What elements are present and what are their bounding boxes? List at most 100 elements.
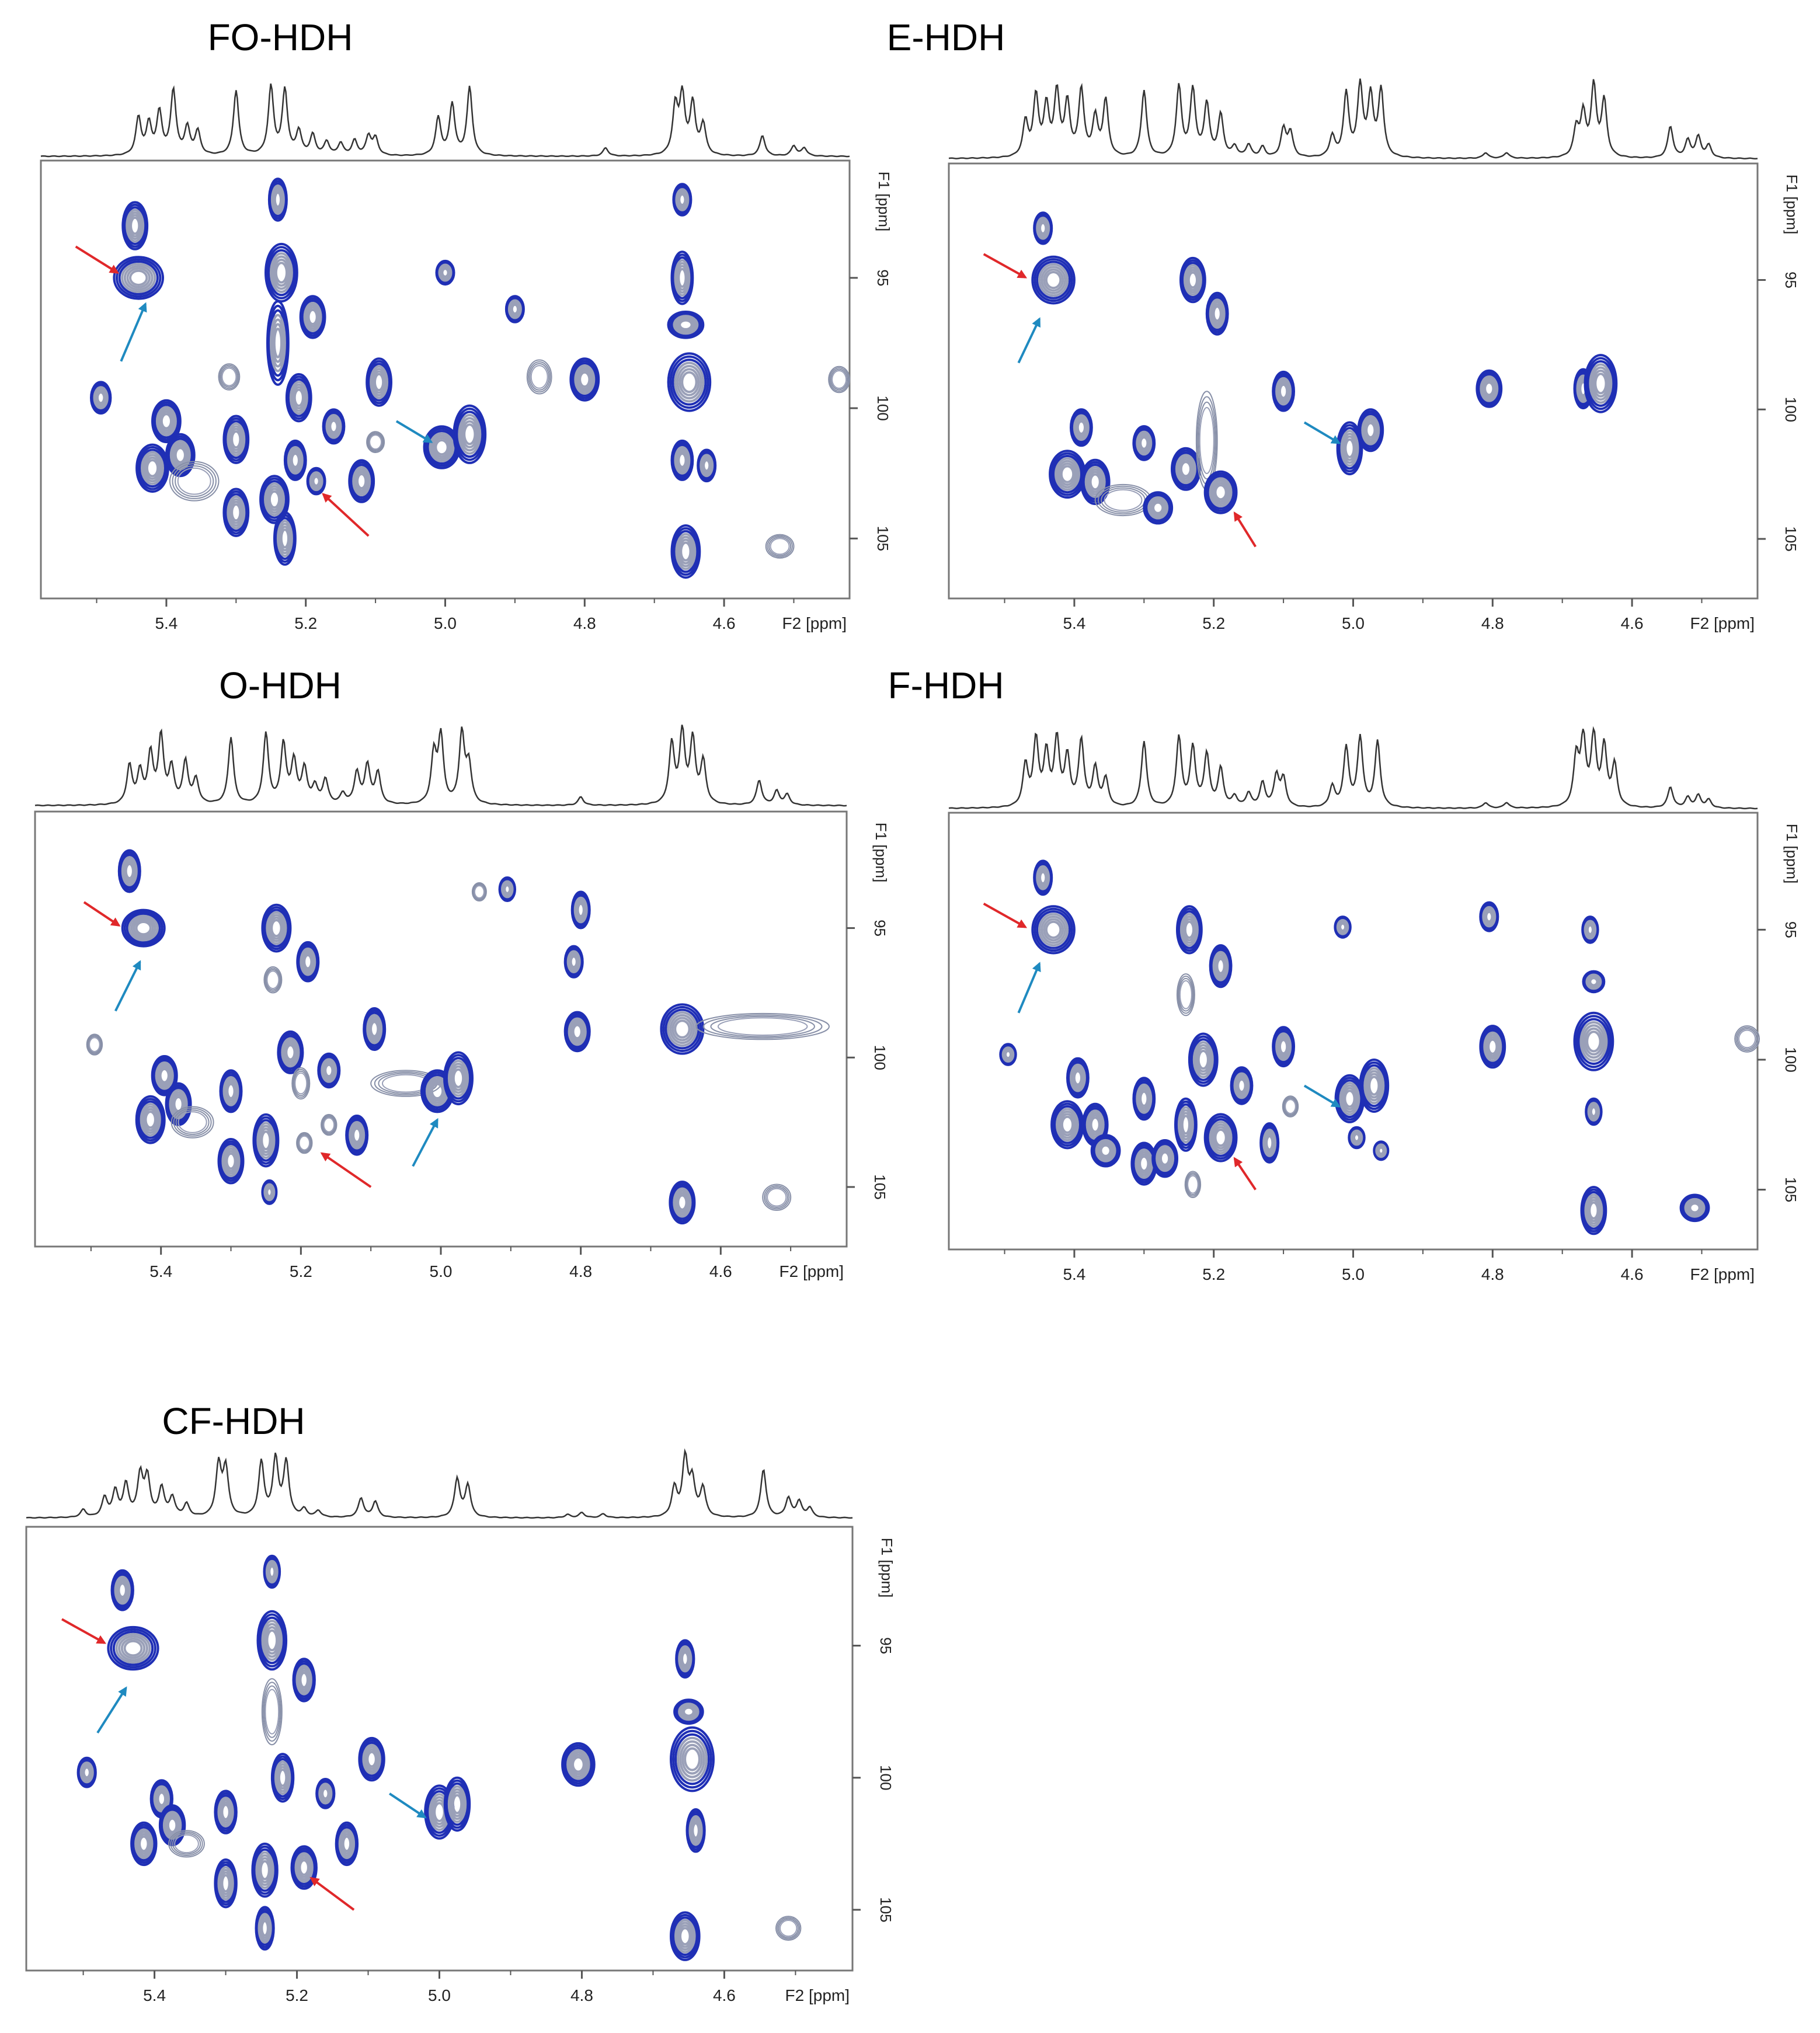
cross-peak bbox=[110, 1569, 134, 1611]
cross-peak bbox=[251, 1842, 279, 1898]
cross-peak bbox=[762, 1183, 792, 1211]
cross-peak bbox=[471, 882, 487, 901]
cross-peak bbox=[697, 448, 717, 483]
red-arrow bbox=[61, 1618, 106, 1644]
red-arrow bbox=[983, 903, 1028, 928]
cross-peak bbox=[1259, 1122, 1280, 1164]
cross-peak bbox=[267, 177, 288, 222]
cross-peak bbox=[265, 242, 298, 303]
cross-peak bbox=[168, 1830, 205, 1858]
cross-peak bbox=[670, 524, 701, 579]
cross-peak bbox=[263, 966, 283, 994]
cross-peak bbox=[1033, 859, 1053, 896]
cross-peak bbox=[263, 1554, 281, 1589]
x-tick-label: 5.2 bbox=[294, 614, 317, 632]
cross-peak bbox=[261, 1179, 278, 1205]
cross-peak bbox=[306, 467, 326, 496]
cross-peak bbox=[256, 1610, 288, 1671]
cross-peak bbox=[261, 1678, 283, 1746]
panel-cf-hdh: CF-HDH 5.4 5.2 5.0 4.8 4.6 F2 [ppm] 95 100 105 F1 … bbox=[25, 1400, 896, 2004]
1d-spectrum-trace bbox=[34, 725, 847, 807]
blue-arrow bbox=[1303, 1084, 1341, 1108]
cross-peak bbox=[292, 1658, 316, 1703]
x-tick-label: 4.6 bbox=[1621, 614, 1644, 632]
y-tick-label: 105 bbox=[871, 1174, 889, 1199]
x-tick-label: 4.8 bbox=[573, 614, 596, 632]
blue-arrow bbox=[1017, 317, 1041, 364]
cross-peak bbox=[113, 256, 164, 300]
y-axis-label: F1 [ppm] bbox=[872, 823, 890, 883]
panel-title: E-HDH bbox=[887, 16, 1005, 58]
red-arrow bbox=[309, 1877, 355, 1911]
blue-arrow bbox=[395, 420, 433, 443]
cross-peak bbox=[1348, 1126, 1366, 1150]
x-tick-label: 5.2 bbox=[1202, 1265, 1225, 1283]
cross-peak bbox=[335, 1821, 359, 1867]
cross-peak bbox=[673, 1698, 704, 1725]
cross-peak bbox=[660, 1003, 705, 1055]
cross-peak bbox=[435, 259, 455, 286]
blue-arrow bbox=[412, 1118, 439, 1167]
cross-peak bbox=[1209, 944, 1233, 988]
cross-peak bbox=[1151, 1139, 1178, 1178]
cross-peak bbox=[443, 1776, 471, 1832]
x-axis-label: F2 [ppm] bbox=[1690, 1265, 1755, 1283]
plot-frame bbox=[948, 812, 1759, 1251]
cross-peak bbox=[322, 408, 346, 445]
cross-peak bbox=[669, 1181, 696, 1225]
x-axis-label: F2 [ppm] bbox=[785, 1986, 850, 2004]
y-tick-label: 100 bbox=[1782, 397, 1800, 422]
y-tick-label: 105 bbox=[1782, 526, 1800, 551]
cross-peak bbox=[828, 365, 850, 394]
cross-peak bbox=[261, 903, 292, 953]
plot-frame bbox=[948, 162, 1759, 600]
x-axis-label: F2 [ppm] bbox=[1690, 614, 1755, 632]
cross-peak bbox=[90, 381, 112, 415]
x-tick-label: 5.0 bbox=[430, 1262, 453, 1280]
cross-peak bbox=[453, 404, 487, 464]
x-tick-label: 5.0 bbox=[1342, 1265, 1365, 1283]
cross-peak bbox=[321, 1113, 337, 1136]
1d-spectrum-trace bbox=[948, 78, 1758, 160]
x-tick-label: 5.2 bbox=[1202, 614, 1225, 632]
cross-peak bbox=[1090, 1134, 1121, 1168]
cross-peak bbox=[1581, 915, 1599, 944]
cross-peak bbox=[570, 890, 591, 930]
cross-peak bbox=[670, 1726, 715, 1792]
cross-peak bbox=[290, 1845, 318, 1890]
cross-peak bbox=[1373, 1140, 1390, 1161]
cross-peak bbox=[504, 295, 525, 323]
cross-peak bbox=[526, 359, 552, 395]
cross-peak bbox=[1203, 1113, 1238, 1162]
x-tick-label: 4.8 bbox=[1481, 614, 1504, 632]
y-tick-label: 100 bbox=[877, 1765, 895, 1790]
x-tick-label: 4.6 bbox=[713, 1986, 736, 2004]
x-tick-label: 5.0 bbox=[1342, 614, 1365, 632]
cross-peak bbox=[1179, 256, 1206, 304]
x-axis-label: F2 [ppm] bbox=[782, 614, 847, 632]
cross-peak bbox=[1205, 291, 1229, 336]
cross-peak bbox=[366, 431, 385, 453]
cross-peak bbox=[222, 415, 250, 464]
x-axis-label: F2 [ppm] bbox=[779, 1262, 844, 1280]
cross-peak bbox=[1203, 470, 1238, 514]
x-tick-label: 5.2 bbox=[286, 1986, 308, 2004]
cross-peak bbox=[667, 352, 712, 412]
1d-spectrum-trace bbox=[26, 1448, 853, 1519]
cross-peak bbox=[1174, 1097, 1198, 1152]
y-tick-label: 95 bbox=[877, 1637, 895, 1654]
cross-peak bbox=[299, 295, 326, 339]
red-arrow bbox=[75, 245, 120, 274]
blue-arrow bbox=[1303, 421, 1341, 444]
y-axis-label: F1 [ppm] bbox=[1783, 824, 1801, 884]
cross-peak bbox=[672, 183, 692, 217]
y-tick-label: 95 bbox=[874, 269, 892, 286]
cross-peak bbox=[1282, 1095, 1299, 1118]
cross-peak bbox=[218, 363, 241, 391]
y-tick-label: 95 bbox=[1782, 271, 1800, 288]
cross-peak bbox=[1479, 901, 1499, 932]
cross-peak bbox=[1130, 1141, 1158, 1186]
x-tick-label: 5.0 bbox=[428, 1986, 451, 2004]
cross-peak bbox=[765, 534, 795, 559]
cross-peak bbox=[1184, 1171, 1202, 1198]
